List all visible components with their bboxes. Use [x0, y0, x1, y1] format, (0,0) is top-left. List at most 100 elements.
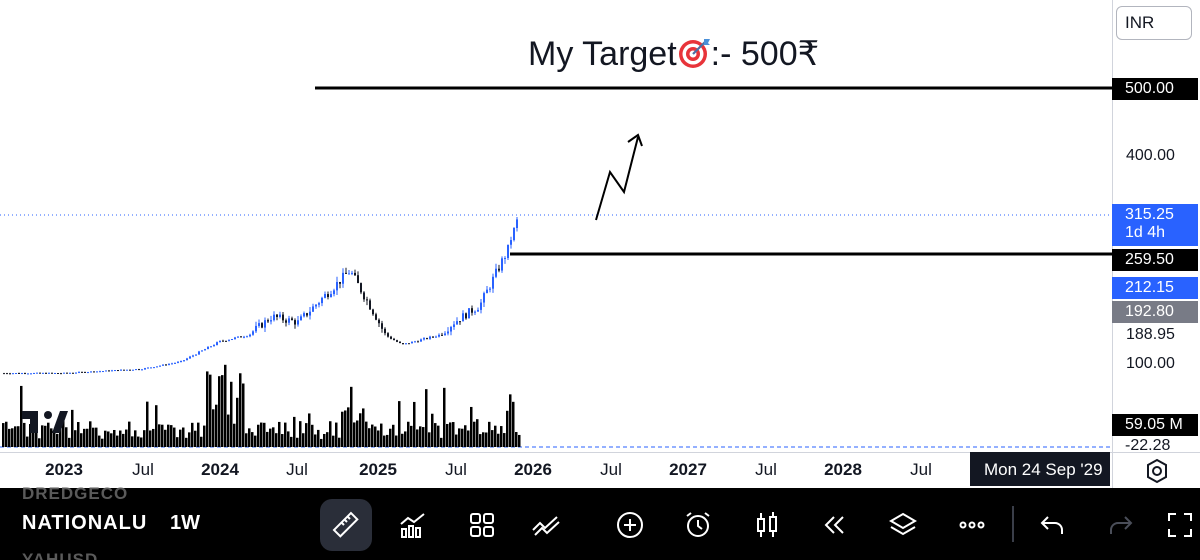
fullscreen-button[interactable] — [1160, 499, 1200, 551]
alert-button[interactable] — [672, 499, 724, 551]
volume-bar — [254, 435, 257, 447]
layers-button[interactable] — [877, 499, 929, 551]
candle-body — [105, 370, 107, 372]
undo-button[interactable] — [1026, 499, 1078, 551]
candle-body — [117, 370, 119, 372]
volume-bar — [269, 428, 272, 447]
bar-countdown: 1d 4h — [1125, 224, 1166, 241]
candle-body — [231, 339, 233, 341]
indicators-icon — [400, 513, 425, 538]
candle-body — [513, 227, 515, 241]
chart-settings-button[interactable] — [1112, 452, 1200, 488]
candle-body — [60, 373, 62, 375]
volume-bar — [209, 374, 212, 447]
ruler-button[interactable] — [320, 499, 372, 551]
volume-bar — [485, 432, 488, 447]
time-label: Jul — [286, 460, 308, 479]
volume-bar — [341, 411, 344, 447]
candle-body — [186, 358, 188, 361]
volume-bar — [440, 437, 443, 447]
target-annotation[interactable]: My Target :- 500₹ — [528, 34, 819, 74]
volume-bar — [230, 381, 233, 447]
time-label: Jul — [132, 460, 154, 479]
chart-canvas[interactable] — [0, 0, 1112, 452]
logo-shape — [30, 411, 38, 433]
volume-bar — [65, 427, 68, 447]
volume-bar — [332, 435, 335, 447]
grey-price-badge: 192.80 — [1112, 301, 1198, 323]
indicators-button[interactable] — [387, 499, 439, 551]
candle-body — [408, 343, 410, 345]
volume-bar — [164, 429, 167, 447]
volume-bar — [173, 427, 176, 447]
candle-body — [153, 367, 155, 369]
volume-bar — [59, 421, 62, 447]
redo-button[interactable] — [1095, 499, 1147, 551]
replay-button[interactable] — [809, 499, 861, 551]
candle-body — [255, 325, 257, 332]
candle-body — [516, 219, 518, 228]
volume-bar — [281, 434, 284, 447]
volume-bar — [128, 421, 131, 447]
candle-body — [330, 294, 332, 298]
candle-body — [279, 314, 281, 317]
chart-pane[interactable] — [0, 0, 1112, 452]
time-axis[interactable] — [0, 452, 1112, 488]
candle-body — [372, 309, 374, 315]
candle-body — [486, 289, 488, 294]
candle-body — [180, 360, 182, 362]
volume-bar — [371, 424, 374, 447]
volume-bar — [464, 425, 467, 447]
volume-bar — [137, 436, 140, 447]
candle-body — [477, 309, 479, 312]
candle-body — [192, 355, 194, 357]
symbol-button[interactable]: NATIONALU — [22, 512, 148, 534]
volume-bar — [200, 436, 203, 447]
volume-bar — [170, 425, 173, 447]
price-tick: 100.00 — [1126, 355, 1175, 372]
layout-button[interactable] — [456, 499, 508, 551]
volume-bar — [506, 410, 509, 447]
volume-bar — [68, 437, 71, 447]
volume-bar — [242, 383, 245, 447]
candle-body — [165, 364, 167, 366]
candle-body — [63, 372, 65, 374]
candle-body — [414, 341, 416, 343]
volume-bar — [224, 364, 227, 447]
volume-bar — [512, 401, 515, 447]
interval-button[interactable]: 1W — [170, 512, 200, 534]
candle-body — [120, 369, 122, 371]
candle-body — [324, 294, 326, 298]
volume-bar — [494, 425, 497, 447]
volume-bar — [344, 410, 347, 447]
time-label: 2028 — [824, 460, 862, 479]
bottom-toolbar — [0, 488, 1200, 560]
last-price-value: 315.25 — [1125, 206, 1174, 223]
add-button[interactable] — [604, 499, 656, 551]
candle-body — [252, 331, 254, 335]
volume-bar — [95, 427, 98, 447]
currency-selector[interactable]: INR — [1116, 6, 1192, 40]
chart-type-button[interactable] — [741, 499, 793, 551]
time-label: Jul — [600, 460, 622, 479]
candle-body — [387, 333, 389, 337]
candle-body — [30, 373, 32, 375]
replay-icon — [824, 516, 844, 534]
candle-body — [90, 371, 92, 373]
volume-bar — [488, 421, 491, 447]
more-button[interactable] — [946, 499, 998, 551]
target-value-text: :- 500₹ — [710, 35, 820, 73]
volume-bar — [275, 433, 278, 447]
volume-bar — [446, 423, 449, 447]
volume-bar — [368, 428, 371, 447]
volume-bar — [158, 424, 161, 447]
drawings-button[interactable] — [520, 499, 572, 551]
volume-bar — [482, 432, 485, 447]
volume-bar — [461, 428, 464, 447]
candle-body — [501, 258, 503, 271]
volume-bar — [74, 430, 77, 447]
volume-bar — [431, 413, 434, 447]
candle-body — [366, 299, 368, 301]
volume-bar — [152, 428, 155, 447]
volume-bar — [197, 422, 200, 447]
